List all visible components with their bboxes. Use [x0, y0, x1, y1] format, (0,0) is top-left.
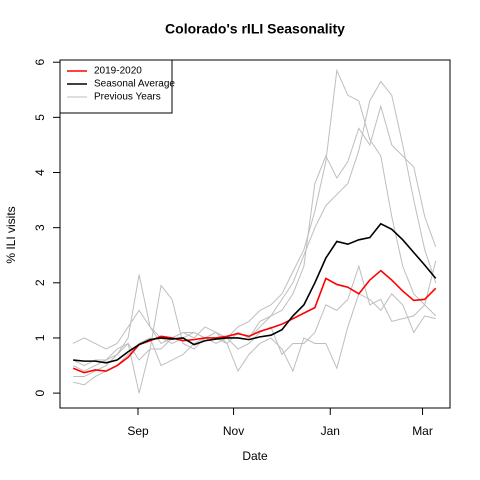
previous-year-line: [73, 104, 437, 378]
y-tick-label: 5: [33, 114, 47, 121]
series-line: [73, 222, 437, 364]
y-tick-label: 6: [33, 59, 47, 66]
series-line: [72, 269, 437, 374]
y-tick-label: 4: [33, 169, 47, 176]
y-axis-label: % ILI visits: [4, 206, 18, 263]
x-tick-label: Mar: [412, 424, 433, 438]
previous-year-line: [72, 80, 437, 372]
x-axis-label: Date: [242, 449, 268, 463]
plot-frame: [59, 59, 451, 409]
y-tick-label: 3: [33, 224, 47, 231]
legend-label: Previous Years: [94, 92, 161, 103]
x-tick-label: Jan: [321, 424, 340, 438]
previous-year-line: [72, 293, 436, 394]
y-tick-label: 1: [33, 334, 47, 341]
y-tick-label: 2: [33, 279, 47, 286]
legend-box: [59, 59, 173, 114]
x-tick-label: Sep: [127, 424, 149, 438]
legend-label: 2019-2020: [94, 66, 142, 77]
chart-title: Colorado's rILI Seasonality: [165, 21, 345, 37]
previous-year-line: [73, 260, 437, 386]
x-tick-label: Nov: [223, 424, 244, 438]
previous-year-line: [72, 68, 437, 350]
legend-label: Seasonal Average: [94, 79, 175, 90]
y-tick-label: 0: [33, 389, 47, 396]
